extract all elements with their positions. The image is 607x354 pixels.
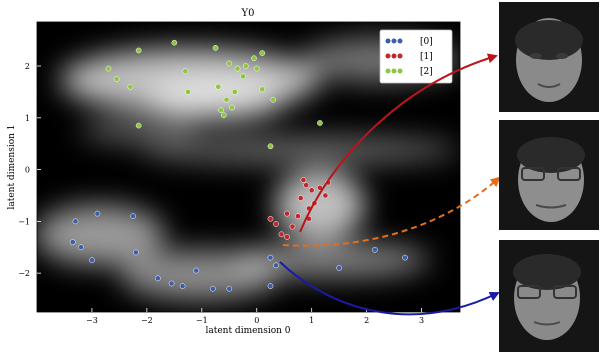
x-tick-label: −1 (196, 316, 208, 325)
legend-marker (397, 53, 403, 59)
data-point-series-2 (223, 96, 230, 103)
y-axis-label: latent dimension 1 (7, 124, 17, 209)
data-point-series-2 (171, 39, 178, 46)
data-point-series-2 (135, 122, 142, 129)
legend-marker (391, 53, 397, 59)
data-point-series-1 (303, 182, 310, 188)
y-tick-label: 0 (25, 166, 30, 175)
data-point-series-2 (226, 60, 233, 67)
data-point-series-0 (402, 254, 408, 261)
data-point-series-2 (234, 65, 241, 72)
y-tick-label: 2 (25, 62, 30, 71)
arrow-to-face-1 (299, 53, 498, 233)
data-point-series-0 (226, 285, 233, 292)
legend: [0] [1] [2] (379, 29, 453, 84)
face-image-2 (499, 120, 599, 230)
data-point-series-1 (289, 223, 296, 230)
data-point-series-0 (130, 213, 136, 220)
legend-marker (385, 38, 391, 44)
data-point-series-1 (278, 231, 285, 238)
legend-marker (397, 68, 403, 74)
chart-title: Y0 (241, 8, 255, 19)
data-point-series-0 (267, 254, 274, 261)
data-point-series-2 (212, 45, 219, 51)
legend-marker (385, 68, 391, 74)
data-point-series-2 (259, 86, 266, 93)
y-tick-label: −1 (18, 217, 30, 226)
data-point-series-2 (251, 55, 257, 62)
data-point-series-0 (133, 249, 139, 256)
data-point-series-2 (270, 96, 277, 103)
data-point-series-0 (168, 280, 175, 287)
data-point-series-0 (72, 218, 79, 225)
data-point-series-0 (193, 267, 200, 274)
data-point-series-0 (273, 262, 279, 269)
data-point-series-0 (89, 257, 95, 264)
x-tick-label: −3 (86, 316, 98, 325)
data-point-series-1 (295, 213, 301, 220)
data-point-series-2 (240, 73, 246, 80)
data-point-series-1 (308, 187, 315, 194)
legend-marker (397, 38, 403, 44)
data-point-series-0 (372, 247, 378, 253)
y-tick-label: 1 (25, 114, 30, 123)
data-point-series-2 (242, 63, 249, 69)
data-point-series-2 (105, 65, 112, 72)
data-point-series-2 (215, 83, 222, 90)
data-point-series-2 (127, 83, 134, 90)
axis-ticks: −3 −2 −1 0 1 2 3 −2 −1 0 1 2 (18, 62, 424, 325)
data-point-series-2 (135, 47, 142, 54)
y-tick-label: −2 (18, 269, 30, 278)
data-point-series-2 (218, 107, 224, 113)
data-point-series-0 (78, 244, 84, 251)
data-point-series-0 (69, 239, 76, 245)
x-axis-label: latent dimension 0 (205, 326, 290, 336)
data-point-series-2 (253, 65, 260, 72)
face-image-3 (499, 240, 599, 352)
data-point-series-2 (229, 104, 235, 111)
x-tick-label: 1 (309, 316, 314, 325)
data-point-series-2 (185, 89, 191, 95)
legend-marker (391, 38, 397, 44)
arrow-to-face-2 (282, 176, 501, 247)
legend-label: [2] (420, 67, 433, 77)
data-point-series-2 (113, 76, 120, 82)
data-point-series-0 (179, 283, 186, 289)
data-point-series-0 (94, 210, 101, 217)
data-point-series-2 (182, 68, 189, 75)
data-point-series-2 (267, 143, 274, 150)
data-point-series-1 (273, 221, 279, 227)
data-point-series-1 (300, 177, 307, 183)
data-point-series-0 (267, 283, 274, 289)
face-image-1 (499, 2, 599, 112)
data-point-series-0 (336, 265, 342, 271)
data-point-series-2 (317, 120, 323, 126)
legend-marker (385, 53, 391, 59)
x-tick-label: 3 (419, 316, 424, 325)
legend-label: [0] (420, 37, 433, 47)
legend-label: [1] (420, 52, 433, 62)
data-point-series-0 (155, 275, 161, 282)
x-tick-label: 2 (364, 316, 369, 325)
data-point-series-0 (209, 285, 216, 292)
data-point-series-1 (322, 192, 329, 199)
data-point-series-1 (267, 215, 274, 222)
x-tick-label: 0 (254, 316, 259, 325)
data-point-series-2 (259, 50, 266, 56)
data-point-series-2 (231, 89, 238, 95)
x-tick-label: −2 (141, 316, 153, 325)
arrow-to-face-3 (279, 261, 500, 316)
data-point-series-1 (284, 234, 290, 240)
legend-marker (391, 68, 397, 74)
data-point-series-2 (220, 112, 227, 119)
data-point-series-1 (284, 210, 290, 217)
data-point-series-1 (297, 195, 304, 201)
plot-area-frame (36, 21, 461, 313)
